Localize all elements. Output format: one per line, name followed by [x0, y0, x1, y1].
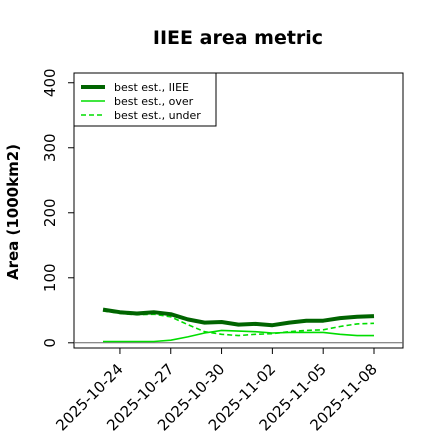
series-line-2	[102, 310, 375, 337]
legend-label-2: best est., under	[114, 109, 201, 122]
y-tick-label-300: 300	[41, 133, 59, 162]
chart-title: IIEE area metric	[153, 27, 323, 49]
x-axis: 2025-10-242025-10-272025-10-302025-11-02…	[52, 348, 381, 434]
y-axis: 0 100 200 300 400	[41, 68, 74, 348]
legend-box	[73, 72, 217, 127]
y-tick-label-0: 0	[41, 338, 59, 348]
y-tick-label-100: 100	[41, 263, 59, 292]
legend-label-1: best est., over	[114, 95, 194, 108]
series-line-1	[103, 329, 374, 343]
series-line-0	[102, 307, 375, 328]
series-layer	[74, 307, 403, 344]
y-axis-label: Area (1000km2)	[4, 144, 22, 280]
y-tick-label-200: 200	[41, 198, 59, 227]
plot-frame	[73, 72, 404, 349]
legend-label-0: best est., IIEE	[114, 81, 189, 94]
y-tick-label-400: 400	[41, 68, 59, 97]
